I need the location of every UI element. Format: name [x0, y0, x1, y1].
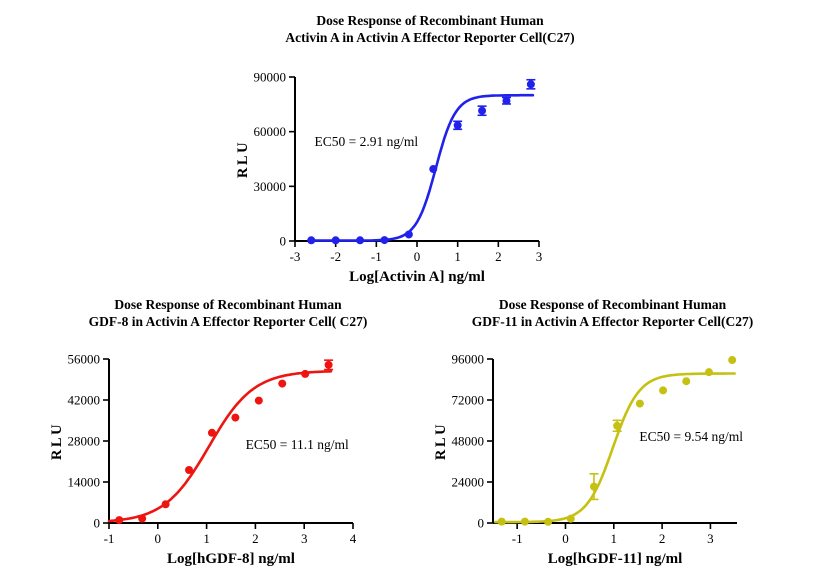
data-point	[589, 482, 598, 491]
gdf-11-dose-response-plot: 0 24000 48000 72000 96000 -1 0 1 2 3 EC50 = 9.54 n…	[433, 351, 743, 567]
chart-title-line1: Dose Response of Recombinant Human	[316, 13, 544, 28]
data-point	[544, 517, 553, 526]
y-axis-title: RLU	[49, 421, 65, 459]
data-point	[380, 235, 389, 244]
data-point	[478, 106, 487, 115]
y-tick-label: 72000	[452, 392, 485, 407]
chart-activin-a: Dose Response of Recombinant Human Activ…	[230, 12, 630, 289]
x-tick-label: -1	[371, 249, 382, 264]
y-tick-label: 0	[94, 515, 101, 530]
data-point	[659, 385, 668, 394]
x-axis-title: Log[hGDF-11] ng/ml	[548, 551, 683, 567]
x-tick-label: 0	[414, 249, 421, 264]
y-tick-label: 0	[478, 515, 485, 530]
y-tick-label: 24000	[452, 474, 485, 489]
dose-response-curve	[107, 369, 333, 522]
x-tick-label: -2	[330, 249, 341, 264]
chart-title-gdf-8: Dose Response of Recombinant Human GDF-8…	[58, 296, 398, 331]
chart-title-line2: GDF-8 in Activin A Effector Reporter Cel…	[88, 314, 368, 330]
chart-title-line2: GDF-11 in Activin A Effector Reporter Ce…	[471, 314, 754, 330]
data-point	[453, 120, 462, 129]
data-point	[728, 355, 737, 364]
data-point	[497, 517, 506, 526]
data-point	[231, 413, 240, 422]
data-point	[429, 164, 438, 173]
x-tick-label: 2	[659, 531, 666, 546]
y-axis-title: RLU	[235, 139, 251, 177]
data-point	[207, 428, 216, 437]
x-tick-label: 0	[155, 531, 162, 546]
ec50-annotation: EC50 = 2.91 ng/ml	[315, 133, 419, 148]
data-point	[356, 235, 365, 244]
chart-gdf-8: Dose Response of Recombinant Human GDF-8…	[49, 296, 398, 571]
y-tick-label: 30000	[254, 178, 287, 193]
data-point	[307, 235, 316, 244]
x-tick-label: -1	[512, 531, 523, 546]
ec50-annotation: EC50 = 9.54 ng/ml	[639, 429, 743, 444]
x-tick-label: 2	[252, 531, 259, 546]
data-point	[526, 79, 535, 88]
y-tick-label: 90000	[254, 69, 287, 84]
x-tick-label: 3	[707, 531, 714, 546]
data-point	[520, 517, 529, 526]
chart-title-line1: Dose Response of Recombinant Human	[114, 297, 342, 312]
x-tick-label: -1	[104, 531, 115, 546]
data-point	[254, 396, 263, 405]
y-tick-label: 60000	[254, 124, 287, 139]
data-point	[566, 514, 575, 523]
data-point	[704, 367, 713, 376]
x-tick-label: 4	[350, 531, 357, 546]
data-point	[331, 235, 340, 244]
y-tick-label: 96000	[452, 351, 485, 366]
chart-title-line1: Dose Response of Recombinant Human	[498, 297, 727, 312]
x-tick-label: 3	[301, 531, 308, 546]
x-tick-label: 2	[495, 249, 502, 264]
data-point	[301, 369, 310, 378]
y-tick-label: 14000	[68, 474, 101, 489]
x-tick-label: 1	[611, 531, 618, 546]
data-point	[324, 360, 333, 369]
data-point	[404, 229, 413, 238]
x-tick-label: 1	[454, 249, 461, 264]
x-axis-title: Log[Activin A] ng/ml	[349, 269, 485, 285]
data-point	[278, 379, 287, 388]
dose-response-curve	[310, 93, 535, 242]
x-tick-label: 3	[536, 249, 543, 264]
y-tick-label: 42000	[68, 392, 101, 407]
data-point	[138, 514, 147, 523]
x-tick-label: -3	[290, 249, 301, 264]
data-point	[115, 515, 124, 524]
chart-title-activin-a: Dose Response of Recombinant Human Activ…	[230, 12, 630, 47]
y-tick-label: 48000	[452, 433, 485, 448]
y-tick-label: 0	[280, 233, 287, 248]
chart-title-line2: Activin A in Activin A Effector Reporter…	[285, 30, 575, 46]
data-point	[502, 96, 511, 105]
data-point	[682, 376, 691, 385]
activin-a-dose-response-plot: 0 30000 60000 90000 -3 -2 -1 0 1 2 3 EC50 = 2.91 ng…	[235, 69, 543, 285]
chart-title-gdf-11: Dose Response of Recombinant Human GDF-1…	[440, 296, 785, 331]
y-tick-label: 56000	[68, 351, 101, 366]
x-tick-label: 1	[203, 531, 210, 546]
x-axis-title: Log[hGDF-8] ng/ml	[167, 551, 295, 567]
x-tick-label: 0	[562, 531, 569, 546]
dose-response-curve	[494, 371, 736, 523]
data-point	[161, 499, 170, 508]
ec50-annotation: EC50 = 11.1 ng/ml	[246, 437, 349, 452]
chart-gdf-11: Dose Response of Recombinant Human GDF-1…	[433, 296, 785, 571]
data-point	[613, 421, 622, 430]
data-point	[185, 465, 194, 474]
y-axis-title: RLU	[433, 421, 449, 459]
y-tick-label: 28000	[68, 433, 101, 448]
data-point	[635, 399, 644, 408]
